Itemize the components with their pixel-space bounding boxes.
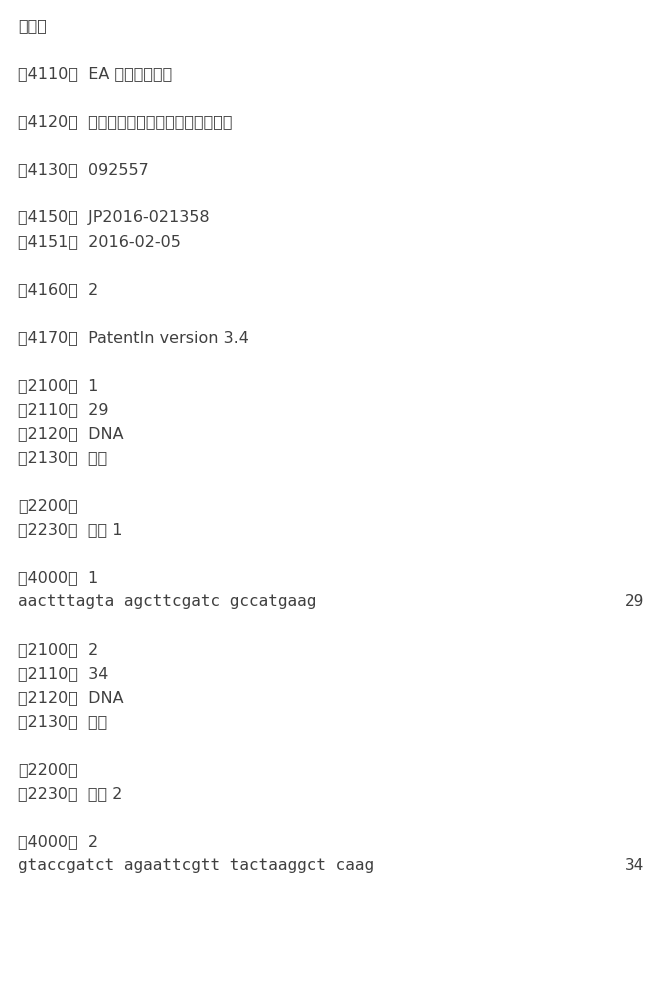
Text: 〈2110〉  34: 〈2110〉 34 (18, 666, 109, 681)
Text: 〈4110〉  EA 制药株式会社: 〈4110〉 EA 制药株式会社 (18, 66, 172, 81)
Text: 〈2130〉  人工: 〈2130〉 人工 (18, 714, 107, 729)
Text: 〈4170〉  PatentIn version 3.4: 〈4170〉 PatentIn version 3.4 (18, 330, 249, 345)
Text: 〈2200〉: 〈2200〉 (18, 762, 77, 777)
Text: 〈2200〉: 〈2200〉 (18, 498, 77, 513)
Text: 〈2110〉  29: 〈2110〉 29 (18, 402, 109, 417)
Text: 〈4130〉  092557: 〈4130〉 092557 (18, 162, 149, 177)
Text: aactttagta agcttcgatc gccatgaag: aactttagta agcttcgatc gccatgaag (18, 594, 316, 609)
Text: 序列表: 序列表 (18, 18, 47, 33)
Text: 〈2120〉  DNA: 〈2120〉 DNA (18, 426, 124, 441)
Text: 〈4150〉  JP2016-021358: 〈4150〉 JP2016-021358 (18, 210, 210, 225)
Text: 〈2230〉  引物 1: 〈2230〉 引物 1 (18, 522, 122, 537)
Text: 〈4120〉  杂环磺酰胺衍生物及含有其的药物: 〈4120〉 杂环磺酰胺衍生物及含有其的药物 (18, 114, 232, 129)
Text: 34: 34 (625, 858, 644, 873)
Text: 〈2130〉  人工: 〈2130〉 人工 (18, 450, 107, 465)
Text: 〈4151〉  2016-02-05: 〈4151〉 2016-02-05 (18, 234, 181, 249)
Text: 〈4160〉  2: 〈4160〉 2 (18, 282, 98, 297)
Text: 〈4000〉  1: 〈4000〉 1 (18, 570, 98, 585)
Text: gtaccgatct agaattcgtt tactaaggct caag: gtaccgatct agaattcgtt tactaaggct caag (18, 858, 374, 873)
Text: 〈2100〉  1: 〈2100〉 1 (18, 378, 99, 393)
Text: 〈2230〉  引物 2: 〈2230〉 引物 2 (18, 786, 122, 801)
Text: 〈2120〉  DNA: 〈2120〉 DNA (18, 690, 124, 705)
Text: 29: 29 (625, 594, 644, 609)
Text: 〈2100〉  2: 〈2100〉 2 (18, 642, 98, 657)
Text: 〈4000〉  2: 〈4000〉 2 (18, 834, 98, 849)
